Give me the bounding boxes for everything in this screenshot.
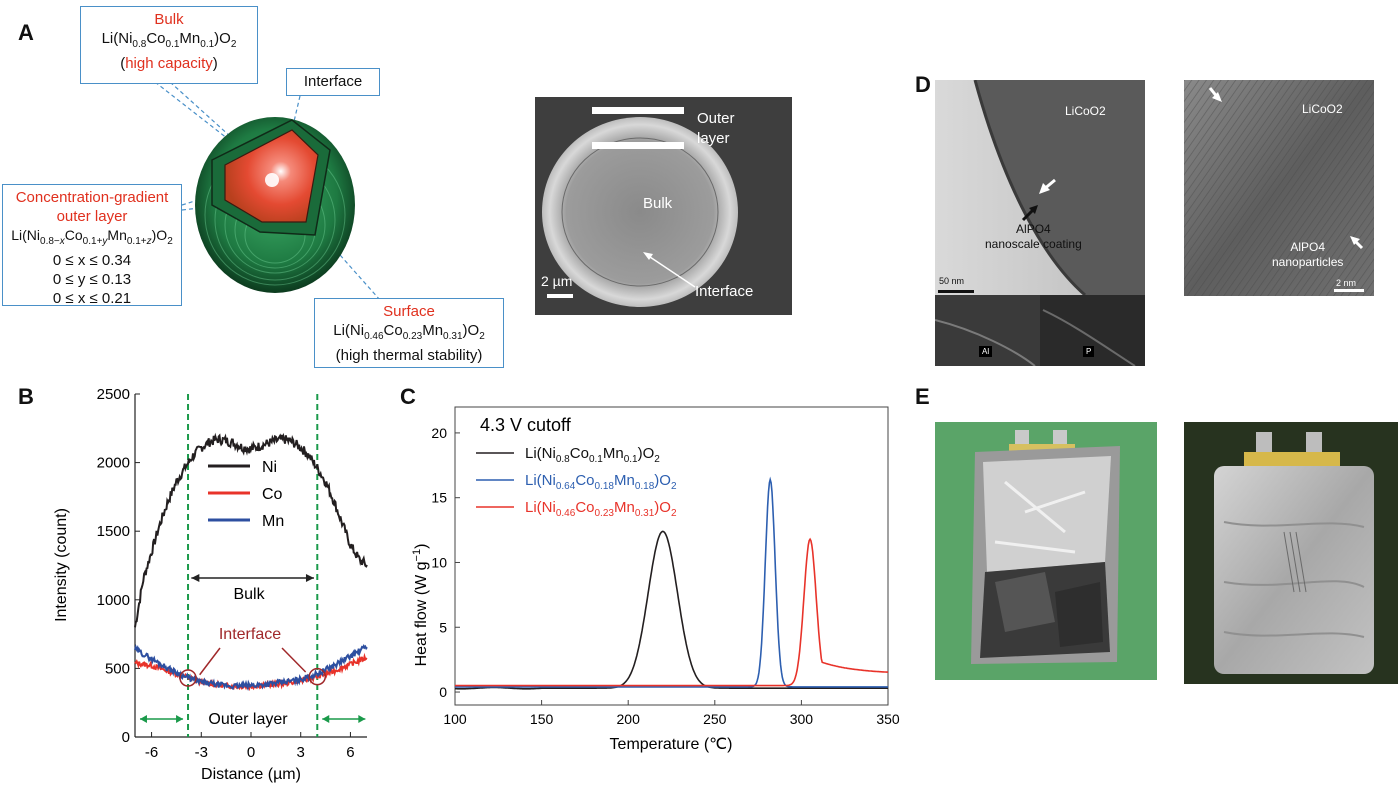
chart-b-x-tick-label: 3 (297, 744, 305, 761)
chart-b-outer-arrowhead (139, 715, 147, 723)
surface-note: (high thermal stability) (335, 347, 483, 364)
chart-c: Heat flow (W g−1) Temperature (℃) 4.3 V … (411, 406, 900, 753)
bulk-callout: Bulk Li(Ni0.8Co0.1Mn0.1)O2 (high capacit… (80, 6, 258, 84)
chart-b-y-tick-label: 0 (122, 729, 130, 746)
chart-b-x-tick-label: -6 (145, 744, 158, 761)
chart-b-ylabel: Intensity (count) (53, 508, 70, 622)
chart-c-y-tick-label: 10 (431, 554, 447, 570)
chart-b-series-ni (134, 432, 368, 628)
chart-b-outer-arrowhead (358, 715, 366, 723)
chart-b-interface-marker-left (179, 669, 197, 687)
chart-b-x-tick-label: 6 (346, 744, 354, 761)
surface-title: Surface (383, 303, 435, 320)
photo-damaged-cell (935, 422, 1157, 680)
bulk-note: (high capacity) (120, 55, 218, 72)
chart-b-legend-label: Co (262, 486, 283, 503)
chart-b-bulk-arrowhead-right (305, 574, 314, 582)
chart-c-y-tick-label: 0 (439, 684, 447, 700)
chart-b-y-tick-label: 1000 (97, 592, 130, 609)
gradient-title-2: outer layer (56, 208, 128, 225)
sem-outer-layer-label: Outer layer (697, 110, 735, 147)
tem-p-map-label: P (1083, 346, 1095, 357)
sem-scale-label: 2 µm (541, 273, 573, 289)
gradient-title-1: Concentration-gradient (15, 189, 169, 206)
surface-formula: Li(Ni0.46Co0.23Mn0.31)O2 (333, 322, 485, 342)
tem-image-left: LiCoO2 AlPO4 nanoscale coating 50 nm Al P (935, 80, 1145, 366)
chart-b-x-tick-label: -3 (195, 744, 208, 761)
chart-b-interface-arrow-left (199, 647, 221, 676)
tem-image-right: LiCoO2 AlPO4 nanoparticles 2 nm (1184, 80, 1374, 296)
gradient-formula: Li(Ni0.8−xCo0.1+yMn0.1+z)O2 (11, 227, 173, 247)
tem-left-licoo2-label: LiCoO2 (1065, 104, 1106, 118)
sem-micrograph: Outer layer Bulk Interface 2 µm (535, 97, 792, 315)
chart-b-outer-layer-label: Outer layer (208, 711, 288, 728)
tem-left-scale-label: 50 nm (939, 276, 965, 286)
chart-b-x-tick-label: 0 (247, 744, 255, 761)
surface-callout: Surface Li(Ni0.46Co0.23Mn0.31)O2 (high t… (314, 298, 504, 368)
tem-coating-label: AlPO4 nanoscale coating (985, 222, 1082, 251)
sem-interface-label: Interface (695, 283, 754, 300)
chart-b-interface-label: Interface (219, 626, 281, 643)
chart-b-legend-label: Ni (262, 459, 277, 476)
bulk-title: Bulk (154, 11, 184, 28)
gradient-callout: Concentration-gradient outer layer Li(Ni… (2, 184, 182, 307)
chart-c-x-tick-label: 300 (790, 711, 814, 727)
chart-c-y-tick-label: 5 (439, 619, 447, 635)
chart-c-y-tick-label: 20 (431, 425, 447, 441)
chart-b-series-mn (134, 644, 368, 692)
chart-c-legend-label: Li(Ni0.64Co0.18Mn0.18)O2 (525, 472, 677, 492)
chart-c-series-3 (455, 537, 889, 687)
chart-c-frame (454, 406, 889, 706)
chart-c-x-tick-label: 150 (530, 711, 554, 727)
chart-c-series-2 (455, 476, 888, 688)
particle-diagram (154, 81, 381, 301)
chart-b-legend-label: Mn (262, 513, 284, 530)
photo-intact-cell (1184, 422, 1398, 684)
panel-label-e: E (915, 384, 930, 409)
tem-right-scale-label: 2 nm (1336, 278, 1357, 288)
chart-c-x-tick-label: 350 (876, 711, 900, 727)
chart-c-x-tick-label: 100 (443, 711, 467, 727)
chart-c-ylabel: Heat flow (W g−1) (411, 544, 430, 667)
chart-b-y-tick-label: 500 (105, 660, 130, 677)
chart-c-title: 4.3 V cutoff (480, 415, 572, 435)
chart-b-outer-arrowhead (176, 715, 184, 723)
gradient-range-y: 0 ≤ y ≤ 0.13 (52, 270, 132, 288)
gradient-range-x: 0 ≤ x ≤ 0.34 (52, 251, 132, 269)
panel-label-a: A (18, 20, 34, 45)
chart-c-x-tick-label: 200 (617, 711, 641, 727)
bulk-formula: Li(Ni0.8Co0.1Mn0.1)O2 (101, 30, 237, 50)
tem-right-licoo2-label: LiCoO2 (1302, 102, 1343, 116)
chart-b-interface-arrow-right (281, 647, 307, 673)
panel-label-b: B (18, 384, 34, 409)
tem-al-map-label: Al (979, 346, 993, 357)
chart-b-bulk-label: Bulk (233, 586, 265, 603)
chart-b-interface-marker-right (308, 667, 327, 686)
chart-c-xlabel: Temperature (℃) (610, 736, 733, 753)
chart-b-y-tick-label: 2000 (97, 455, 130, 472)
sem-bulk-label: Bulk (643, 195, 673, 212)
chart-b: Intensity (count) Distance (µm) -6 -3 0 3 6 0… (53, 386, 368, 783)
tem-nanoparticles-label: AlPO4 nanoparticles (1272, 240, 1344, 269)
chart-c-legend-label: Li(Ni0.8Co0.1Mn0.1)O2 (525, 445, 660, 465)
chart-b-bulk-arrowhead-left (191, 574, 200, 582)
chart-c-x-tick-label: 250 (703, 711, 727, 727)
panel-label-d: D (915, 72, 931, 97)
chart-c-legend-label: Li(Ni0.46Co0.23Mn0.31)O2 (525, 499, 677, 519)
chart-b-outer-arrowhead (322, 715, 330, 723)
chart-b-xlabel: Distance (µm) (201, 766, 301, 783)
chart-c-series-1 (455, 530, 888, 690)
panel-label-c: C (400, 384, 416, 409)
chart-b-y-tick-label: 1500 (97, 523, 130, 540)
chart-c-y-tick-label: 15 (431, 490, 447, 506)
chart-b-y-tick-label: 2500 (97, 386, 130, 403)
gradient-range-z: 0 ≤ x ≤ 0.21 (52, 289, 132, 307)
interface-callout: Interface (286, 68, 380, 96)
